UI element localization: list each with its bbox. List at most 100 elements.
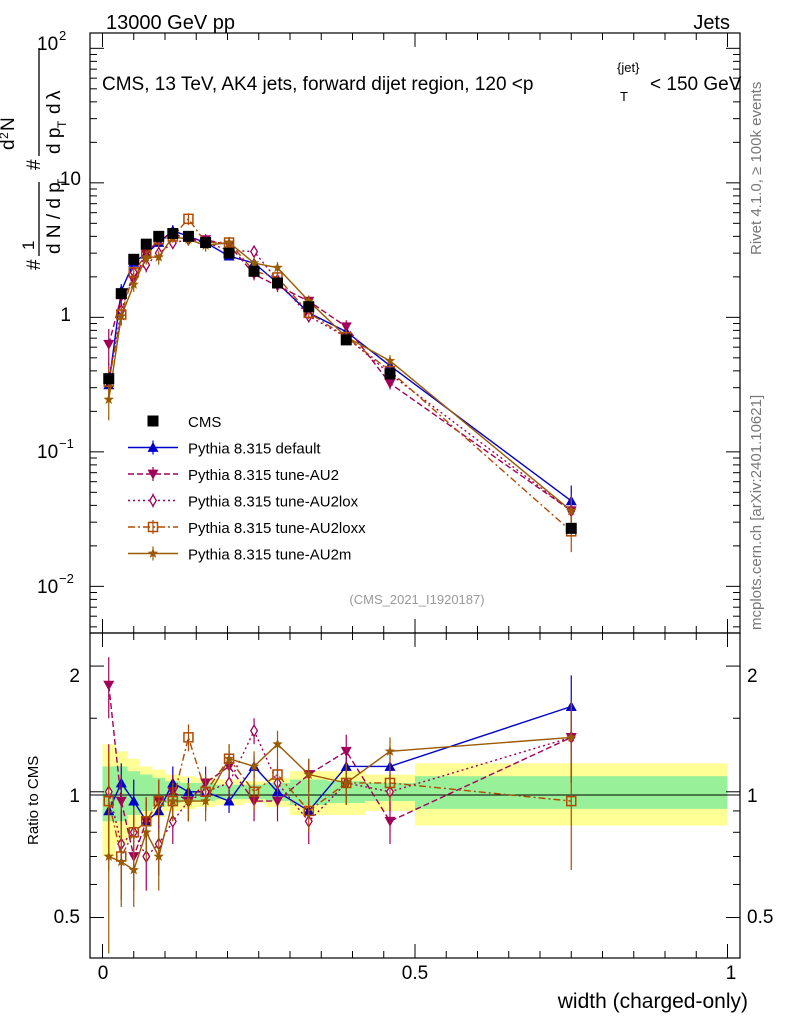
legend-entry-pythia-8-315-tune-au2lox: Pythia 8.315 tune-AU2lox [128,493,359,511]
main-series-cms [103,228,577,534]
svg-text:λ: λ [44,90,65,100]
y-tick-label-1: 1 [60,305,71,326]
cms-point-10 [272,277,283,289]
ratio-panel-series [103,657,577,954]
ratio-point-pythia-8-315-tune-au2lox-9 [250,724,259,738]
y-tick-label-10: 10 [60,169,81,190]
cms-point-11 [303,301,315,313]
main-panel-frame [89,32,741,634]
ratio-point-pythia-8-315-default-2 [128,795,140,806]
ratio-point-pythia-8-315-tune-au2m-8 [223,753,235,764]
svg-text:10: 10 [37,577,58,598]
main-point-pythia-8-315-tune-au2-13 [384,378,396,389]
ratio-point-pythia-8-315-tune-au2loxx-9 [248,786,260,798]
ratio-point-pythia-8-315-tune-au2m-9 [248,760,260,771]
main-point-pythia-8-315-tune-au2m-14 [566,505,577,516]
y-tick-label-1e-1: 10 −1 [37,436,74,463]
main-point-pythia-8-315-tune-au2m-9 [248,257,260,268]
ratio-tick-1-right: 1 [747,786,758,807]
ratio-tick-2-right: 2 [747,666,758,687]
main-point-pythia-8-315-tune-au2loxx-6 [183,213,194,225]
legend: CMS Pythia 8.315 default Pythia 8.315 tune… [128,414,366,564]
main-point-pythia-8-315-tune-au2-12 [340,322,352,333]
chart-title-end: < 150 GeV [650,74,742,95]
ratio-point-pythia-8-315-tune-au2loxx-10 [272,769,283,780]
chart-title: CMS, 13 TeV, AK4 jets, forward dijet reg… [102,60,742,104]
main-point-pythia-8-315-tune-au2m-2 [128,279,139,289]
header-energy-label: 13000 GeV pp [106,12,235,34]
chart-title-sup: {jet} [617,60,640,75]
chart-title-main: CMS, 13 TeV, AK4 jets, forward dijet reg… [102,74,533,95]
svg-text:2: 2 [0,132,11,139]
svg-text:#: # [24,259,45,270]
cms-point-12 [340,334,352,346]
ratio-point-pythia-8-315-tune-au2-10 [272,796,283,807]
svg-text:T: T [55,178,69,186]
ratio-point-pythia-8-315-tune-au2m-6 [183,795,194,806]
svg-text:1: 1 [19,241,38,250]
svg-text:−1: −1 [59,436,74,451]
cms-point-14 [565,522,577,534]
ratio-point-pythia-8-315-tune-au2loxx-11 [303,805,314,817]
main-point-pythia-8-315-tune-au2m-4 [153,251,164,262]
y-axis-label-ratio: Ratio to CMS [25,756,42,845]
ratio-point-pythia-8-315-tune-au2m-4 [153,851,164,861]
legend-marker-pythia-8-315-tune-au2 [147,469,159,480]
main-point-pythia-8-315-tune-au2m-10 [272,262,283,273]
ratio-point-pythia-8-315-tune-au2loxx-6 [183,732,194,743]
cms-point-13 [384,368,396,380]
ratio-point-pythia-8-315-tune-au2loxx-13 [384,777,396,789]
legend-entry-cms: CMS [147,414,221,431]
legend-label-pythia-8-315-default: Pythia 8.315 default [188,441,321,458]
ratio-point-pythia-8-315-tune-au2loxx-14 [566,795,577,807]
svg-text:d: d [44,103,65,114]
x-axis-label: width (charged-only) [557,990,748,1013]
legend-label-cms: CMS [188,414,221,431]
ratio-point-pythia-8-315-tune-au2m-3 [141,826,152,837]
ratio-point-pythia-8-315-tune-au2-12 [340,746,352,757]
svg-text:−2: −2 [59,571,74,586]
cms-point-7 [200,237,212,249]
ratio-line-pythia-8-315-tune-au2 [108,685,572,860]
ratio-point-pythia-8-315-tune-au2m-13 [384,745,396,756]
legend-label-pythia-8-315-tune-au2lox: Pythia 8.315 tune-AU2lox [188,494,359,511]
cms-point-8 [223,247,235,259]
svg-text:d N / d p: d N / d p [44,182,65,254]
legend-entry-pythia-8-315-tune-au2loxx: Pythia 8.315 tune-AU2loxx [128,520,366,537]
svg-text:2: 2 [59,28,66,43]
ratio-point-pythia-8-315-tune-au2m-7 [200,795,211,806]
ratio-point-pythia-8-315-tune-au2-1 [115,796,127,807]
ratio-tick-2-left: 2 [69,666,80,687]
legend-label-pythia-8-315-tune-au2: Pythia 8.315 tune-AU2 [188,467,339,484]
ratio-band-inner-3 [140,774,153,811]
x-tick-0: 0 [98,963,109,984]
header-jets-label: Jets [693,12,730,34]
main-point-pythia-8-315-tune-au2m-3 [141,251,152,262]
legend-label-pythia-8-315-tune-au2loxx: Pythia 8.315 tune-AU2loxx [188,520,366,537]
ratio-point-pythia-8-315-tune-au2m-12 [341,777,352,788]
main-series-pythia-8-315-tune-au2lox [104,232,576,532]
chart-title-sub: T [620,89,628,104]
svg-text:T: T [55,120,69,128]
ratio-point-pythia-8-315-tune-au2m-5 [167,795,178,806]
ratio-point-pythia-8-315-tune-au2m-11 [303,769,314,779]
main-point-pythia-8-315-tune-au2lox-9 [250,244,259,259]
main-panel-series [103,213,577,553]
main-line-pythia-8-315-tune-au2loxx [108,217,572,532]
main-point-pythia-8-315-tune-au2m-8 [223,237,235,247]
ratio-point-pythia-8-315-tune-au2m-14 [566,731,577,742]
main-line-pythia-8-315-default [108,229,572,502]
main-point-pythia-8-315-tune-au2m-13 [384,355,396,366]
x-tick-0.5: 0.5 [402,963,428,984]
cms-point-9 [248,265,260,277]
side-mcplots-label: mcplots.cern.ch [arXiv:2401.10621] [748,395,765,630]
main-point-pythia-8-315-tune-au2-0 [103,339,115,350]
svg-text:d: d [0,139,19,150]
ratio-point-pythia-8-315-tune-au2m-1 [116,856,127,867]
legend-entry-pythia-8-315-tune-au2m: Pythia 8.315 tune-AU2m [128,546,351,564]
cms-point-1 [115,288,127,300]
cms-point-2 [128,253,140,265]
ratio-point-pythia-8-315-tune-au2m-10 [272,738,283,749]
legend-marker-pythia-8-315-default [147,442,159,452]
main-point-pythia-8-315-tune-au2m-1 [116,310,127,321]
